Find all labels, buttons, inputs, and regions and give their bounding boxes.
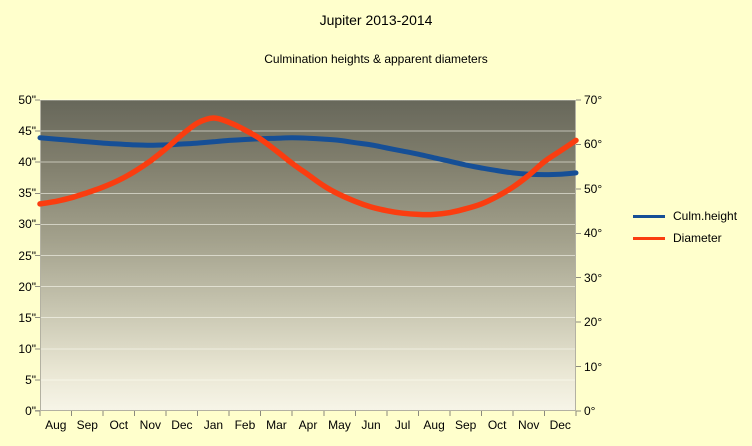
series-line-diameter [37, 115, 579, 218]
x-axis-tick-label: Aug [45, 418, 67, 432]
y-axis-tick-label-left: 0" [25, 404, 36, 418]
y-axis-tick-label-left: 20" [18, 279, 36, 294]
y-axis-tick-label-right: 50° [584, 181, 603, 196]
chart-title: Jupiter 2013-2014 [319, 12, 433, 28]
x-axis-tick-label: Oct [487, 418, 507, 432]
chart-subtitle: Culmination heights & apparent diameters [264, 52, 488, 66]
x-axis-tick-label: Aug [423, 418, 445, 432]
legend-swatch-culm-height [633, 214, 665, 218]
x-axis-tick-label: Jan [203, 418, 224, 432]
y-axis-tick-label-left: 30" [18, 217, 36, 232]
y-axis-tick-label-right: 20° [584, 315, 603, 330]
y-axis-tick-label-left: 25" [18, 248, 36, 263]
y-axis-tick-label-right: 40° [584, 226, 603, 241]
y-axis-tick-label-left: 40" [18, 155, 36, 170]
x-axis-tick-label: Mar [266, 418, 287, 432]
x-axis-tick-label: May [328, 418, 351, 432]
x-axis-tick-label: Oct [109, 418, 129, 432]
y-axis-tick-label-left: 5" [25, 372, 36, 387]
x-axis-tick-label: Dec [171, 418, 193, 432]
legend-label-culm-height: Culm.height [673, 209, 738, 223]
legend-item-diameter: Diameter [633, 227, 751, 249]
legend-label-diameter: Diameter [673, 231, 722, 245]
x-axis-tick-label: Nov [139, 418, 162, 432]
x-axis-tick-label: Nov [518, 418, 540, 432]
plot-area [35, 99, 581, 416]
y-axis-tick-label-right: 10° [584, 359, 603, 374]
y-axis-tick-label-left: 50" [18, 93, 36, 107]
y-axis-tick-label-left: 45" [18, 124, 36, 139]
x-axis-tick-label: Feb [234, 418, 256, 432]
x-axis-tick-label: Jul [394, 418, 411, 432]
legend-item-culm-height: Culm.height [633, 205, 751, 227]
x-axis-tick-label: Dec [549, 418, 571, 432]
x-axis-tick-label: Apr [298, 418, 318, 432]
series-line-culm-height [37, 135, 579, 178]
plot-svg [35, 99, 581, 416]
y-axis-tick-label-right: 70° [584, 93, 603, 107]
x-axis-tick-label: Sep [76, 418, 98, 432]
y-axis-tick-label-right: 0° [584, 404, 596, 418]
y-axis-tick-label-right: 60° [584, 137, 603, 152]
legend-swatch-diameter [633, 236, 665, 240]
x-axis-tick-label: Jun [361, 418, 381, 432]
legend: Culm.height Diameter [633, 205, 751, 249]
y-axis-tick-label-left: 35" [18, 186, 36, 201]
y-axis-tick-label-right: 30° [584, 270, 603, 285]
x-axis-tick-label: Sep [454, 418, 477, 432]
y-axis-tick-label-left: 10" [18, 341, 36, 356]
y-axis-tick-label-left: 15" [18, 310, 36, 325]
